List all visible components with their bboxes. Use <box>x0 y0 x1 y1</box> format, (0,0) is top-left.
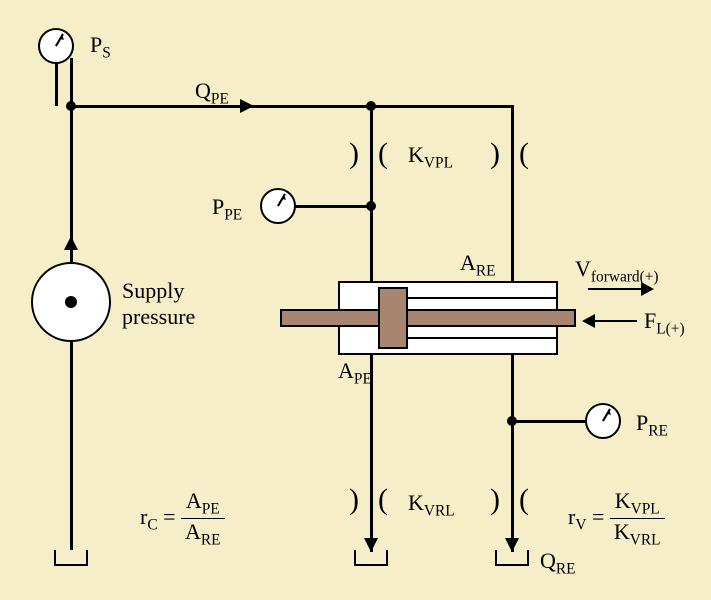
label-pre-sym: P <box>636 410 648 435</box>
label-fl: FL(+) <box>644 308 685 338</box>
rc-lhs-sub: C <box>147 516 157 533</box>
restrictor-kvpl-left-l: ) <box>349 139 359 169</box>
fl-arrow-shaft <box>593 320 637 322</box>
node-ps <box>66 101 76 111</box>
rv-den-sub: VRL <box>630 532 661 549</box>
restrictor-kvrl-left-l: ) <box>349 485 359 515</box>
label-fl-sub: L(+) <box>656 320 684 337</box>
label-are-sym: A <box>460 250 476 275</box>
label-qpe-sub: PE <box>211 90 229 107</box>
equation-rv: rV = KVPL KVRL <box>568 488 665 550</box>
label-ps: PS <box>90 32 111 62</box>
top-bus <box>70 105 514 108</box>
label-ps-sym: P <box>90 32 102 57</box>
label-ape: APE <box>338 358 372 388</box>
pump-dot-icon <box>65 296 77 308</box>
re-port-drop-right <box>511 355 514 552</box>
rv-num-sym: K <box>615 488 631 513</box>
label-qre-sub: RE <box>556 560 576 577</box>
label-fl-sym: F <box>644 308 656 333</box>
label-qpe-sym: Q <box>195 78 211 103</box>
piston-rod-left <box>280 309 380 327</box>
restrictor-kvpl-right-l: ) <box>490 139 500 169</box>
node-ppe <box>366 201 376 211</box>
flow-arrow-supply-up <box>64 236 78 250</box>
label-ape-sym: A <box>338 358 354 383</box>
label-ape-sub: PE <box>354 370 372 387</box>
tank-re-left <box>354 550 388 566</box>
tank-re-right <box>495 550 529 566</box>
tank-supply <box>54 550 88 566</box>
piston-rod-right <box>406 309 576 327</box>
label-are-sub: RE <box>476 262 496 279</box>
supply-riser-lower <box>70 342 73 550</box>
flow-arrow-tank-right <box>505 538 519 552</box>
node-pre <box>507 416 517 426</box>
gauge-ppe <box>260 188 296 224</box>
rc-equals: = <box>163 504 181 529</box>
rc-den-sym: A <box>185 519 201 544</box>
label-vforward-sym: V <box>575 256 591 281</box>
label-vforward: Vforward(+) <box>575 256 659 286</box>
cyl-inner-bottom <box>408 337 556 339</box>
cyl-inner-top <box>408 297 556 299</box>
label-kvpl-sym: K <box>408 142 424 167</box>
label-ppe-sub: PE <box>224 206 242 223</box>
rv-lhs-sub: V <box>575 516 586 533</box>
drop-right-land <box>511 105 514 281</box>
label-kvrl-sub: VRL <box>424 502 455 519</box>
flow-arrow-tank-left <box>364 538 378 552</box>
label-kvpl: KVPL <box>408 142 453 172</box>
rv-num-sub: VPL <box>631 500 660 517</box>
label-kvrl-sym: K <box>408 490 424 515</box>
rv-den-sym: K <box>614 519 630 544</box>
label-ps-sub: S <box>102 44 111 61</box>
rc-frac: APE ARE <box>181 488 225 550</box>
label-qpe: QPE <box>195 78 229 108</box>
rc-num-sub: PE <box>202 500 220 517</box>
node-top-left-land <box>366 101 376 111</box>
restrictor-kvrl-right-r: ( <box>519 485 529 515</box>
label-vforward-sub: forward(+) <box>591 268 659 285</box>
pre-tee <box>511 420 586 423</box>
restrictor-kvpl-left-r: ( <box>378 139 388 169</box>
ppe-tee <box>295 205 372 208</box>
rc-num-sym: A <box>186 488 202 513</box>
drop-left-land <box>370 105 373 281</box>
label-qre-sym: Q <box>540 548 556 573</box>
fl-arrowhead <box>582 314 595 328</box>
equation-rc: rC = APE ARE <box>140 488 225 550</box>
label-pre: PRE <box>636 410 668 440</box>
supply-riser-upper <box>70 58 73 262</box>
schematic-canvas: ) ( ) ( ) ( ) ( /* fix */ <box>0 0 711 600</box>
label-pre-sub: RE <box>648 422 668 439</box>
gauge-ps <box>38 28 74 64</box>
restrictor-kvrl-left-r: ( <box>378 485 388 515</box>
rv-equals: = <box>592 504 610 529</box>
pump-source <box>31 262 111 342</box>
ps-gauge-stub <box>55 62 58 106</box>
label-ppe-sym: P <box>212 194 224 219</box>
gauge-pre <box>585 403 621 439</box>
label-kvrl: KVRL <box>408 490 455 520</box>
label-supply: Supply pressure <box>122 278 195 330</box>
piston-head <box>378 287 408 349</box>
rv-frac: KVPL KVRL <box>610 488 665 550</box>
label-ppe: PPE <box>212 194 242 224</box>
restrictor-kvpl-right-r: ( <box>519 139 529 169</box>
label-qre: QRE <box>540 548 576 578</box>
rc-den-sub: RE <box>201 532 221 549</box>
restrictor-kvrl-right-l: ) <box>490 485 500 515</box>
vforward-arrow-shaft <box>588 288 643 290</box>
label-are: ARE <box>460 250 496 280</box>
flow-arrow-qpe <box>240 99 254 113</box>
label-kvpl-sub: VPL <box>424 154 453 171</box>
